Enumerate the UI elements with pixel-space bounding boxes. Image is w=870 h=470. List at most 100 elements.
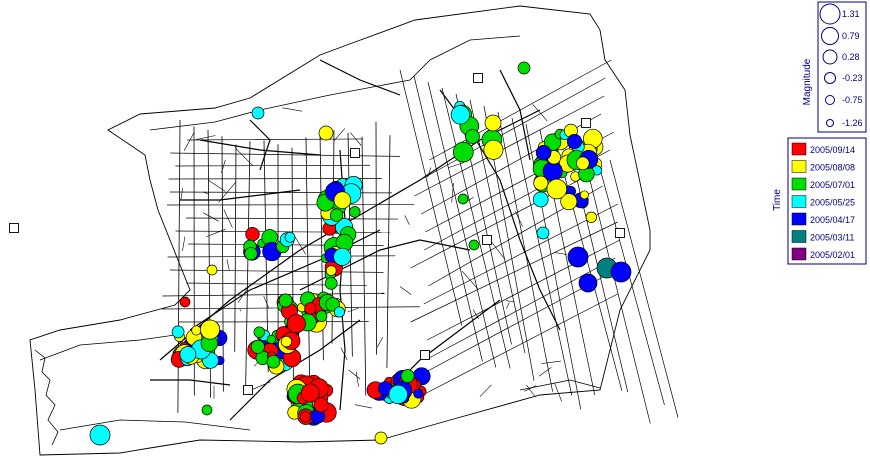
station-marker <box>9 223 19 233</box>
road-segment <box>532 104 548 122</box>
road-segment <box>490 240 506 260</box>
event-circle <box>286 314 306 334</box>
magnitude-circle-1 <box>819 3 841 25</box>
road-segment <box>305 137 311 413</box>
event-circle <box>315 310 328 323</box>
road-segment <box>469 99 526 354</box>
road-segment <box>180 189 301 201</box>
event-circle <box>313 397 329 413</box>
event-circle <box>206 264 218 276</box>
event-circle <box>324 277 338 290</box>
event-circle <box>333 191 352 209</box>
road-segment <box>226 259 230 271</box>
road-segment <box>186 282 367 286</box>
station-marker <box>615 228 625 238</box>
event-circle <box>191 325 202 336</box>
station-marker <box>482 235 492 245</box>
road-segment <box>202 191 209 195</box>
event-circle <box>325 265 337 276</box>
time-legend-label: 2005/03/11 <box>810 233 854 243</box>
station-markers <box>9 73 625 395</box>
event-circle <box>201 404 213 416</box>
time-legend-swatch <box>791 195 807 208</box>
event-circle <box>576 156 590 171</box>
road-segment <box>499 69 531 161</box>
time-legend-swatch <box>791 247 807 261</box>
road-segment <box>180 187 183 200</box>
road-segment <box>541 360 562 364</box>
road-segment <box>448 162 464 168</box>
station-marker <box>420 350 430 360</box>
road-segment <box>538 367 552 377</box>
time-title: Time <box>772 189 783 211</box>
event-circle <box>266 354 281 369</box>
road-segment <box>361 136 367 396</box>
time-legend-label: 2005/09/14 <box>810 145 855 155</box>
coastline <box>34 349 59 446</box>
road-segment <box>506 302 510 309</box>
road-segment <box>195 135 216 140</box>
event-circle <box>245 227 260 242</box>
event-circle <box>250 339 265 354</box>
event-circle <box>300 383 320 403</box>
event-circle <box>374 431 388 445</box>
road-segment <box>515 211 523 227</box>
road-segment <box>333 128 346 141</box>
event-circle <box>465 129 480 144</box>
event-circle <box>284 231 296 243</box>
road-segment <box>234 147 254 167</box>
road-segment <box>175 164 370 167</box>
event-circle <box>533 175 549 191</box>
road-segment <box>319 59 401 96</box>
event-circle <box>468 239 480 251</box>
road-segment <box>282 107 303 112</box>
road-segment <box>354 404 372 409</box>
magnitude-legend-box <box>817 1 867 133</box>
road-segment <box>524 385 537 392</box>
magnitude-value-3: 0.28 <box>842 52 860 62</box>
station-marker <box>243 385 253 395</box>
road-segment <box>427 81 497 368</box>
road-segment <box>386 135 391 368</box>
time-legend-label: 2005/04/17 <box>810 215 855 225</box>
road-segment <box>150 379 231 386</box>
road-segment <box>472 309 479 319</box>
event-circle <box>546 178 568 200</box>
road-segment <box>208 180 226 192</box>
road-segment <box>183 132 194 151</box>
road-segment <box>554 252 568 255</box>
event-circles <box>89 61 632 446</box>
road-segment <box>526 384 536 398</box>
road-segment <box>249 119 271 171</box>
event-circle <box>560 193 578 211</box>
event-circle <box>536 226 550 240</box>
time-legend-swatch <box>791 230 807 243</box>
road-segment <box>423 77 606 179</box>
event-circle <box>579 190 589 200</box>
event-circle <box>517 61 531 75</box>
road-segment <box>350 132 362 146</box>
event-circle <box>535 145 552 161</box>
road-segment <box>511 117 573 396</box>
road-segment <box>221 159 226 174</box>
road-network <box>150 59 679 424</box>
magnitude-value-1: 1.31 <box>842 9 860 19</box>
event-circle <box>200 319 220 340</box>
event-circle <box>400 369 415 384</box>
road-segment <box>404 215 410 225</box>
road-segment <box>427 167 432 178</box>
road-segment <box>414 95 605 197</box>
magnitude-value-5: -0.75 <box>842 95 863 105</box>
road-segment <box>177 119 181 413</box>
event-circle <box>179 296 191 308</box>
road-segment <box>375 121 378 355</box>
event-circle <box>278 293 293 308</box>
magnitude-circle-2 <box>821 27 839 45</box>
road-segment <box>410 167 603 269</box>
road-segment <box>187 138 364 141</box>
road-segment <box>218 182 236 203</box>
event-circle <box>171 325 185 339</box>
road-segment <box>413 75 483 362</box>
road-segment <box>252 381 271 390</box>
